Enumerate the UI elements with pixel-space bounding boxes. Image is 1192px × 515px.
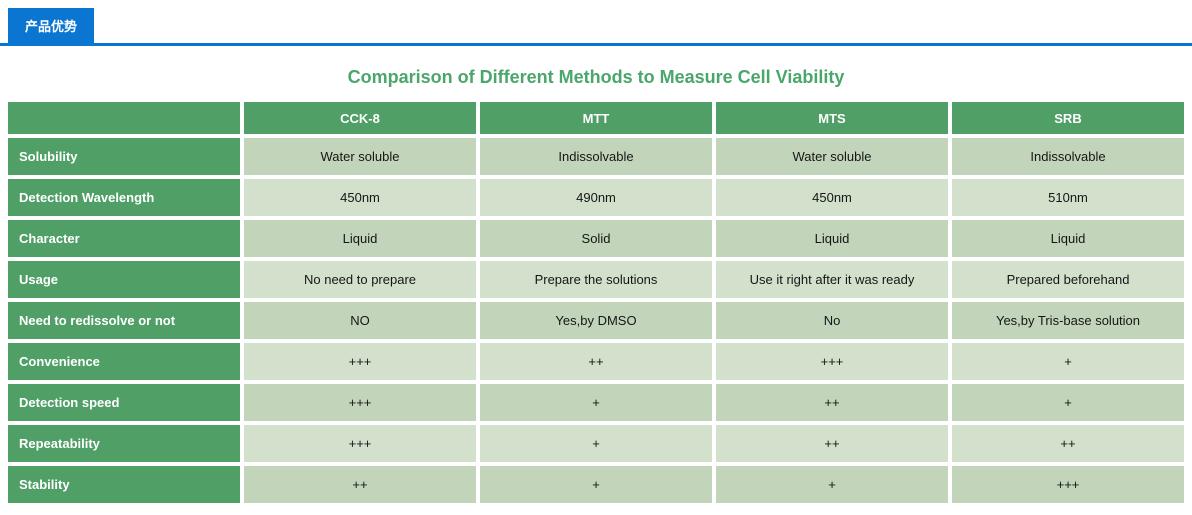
table-cell: +: [716, 466, 948, 503]
row-label: Repeatability: [8, 425, 240, 462]
table-body: Solubility Water soluble Indissolvable Wate…: [8, 138, 1184, 503]
row-label: Usage: [8, 261, 240, 298]
comparison-table: CCK-8 MTT MTS SRB Solubility Water solubl…: [4, 98, 1188, 507]
table-cell: Solid: [480, 220, 712, 257]
row-label: Detection speed: [8, 384, 240, 421]
table-cell: +: [480, 425, 712, 462]
table-row: Convenience +++ ++ +++ +: [8, 343, 1184, 380]
table-cell: +++: [952, 466, 1184, 503]
table-cell: +: [952, 384, 1184, 421]
table-cell: Indissolvable: [480, 138, 712, 175]
row-label: Need to redissolve or not: [8, 302, 240, 339]
page-title: Comparison of Different Methods to Measu…: [347, 67, 845, 87]
table-cell: Indissolvable: [952, 138, 1184, 175]
column-header-mtt: MTT: [480, 102, 712, 134]
column-header-srb: SRB: [952, 102, 1184, 134]
table-row: Character Liquid Solid Liquid Liquid: [8, 220, 1184, 257]
table-cell: NO: [244, 302, 476, 339]
table-row: Usage No need to prepare Prepare the solut…: [8, 261, 1184, 298]
table-cell: +: [952, 343, 1184, 380]
table-row: Need to redissolve or not NO Yes,by DMSO No…: [8, 302, 1184, 339]
table-cell: Liquid: [952, 220, 1184, 257]
table-header: CCK-8 MTT MTS SRB: [8, 102, 1184, 134]
table-cell: +++: [244, 343, 476, 380]
table-cell: No need to prepare: [244, 261, 476, 298]
table-row: Stability ++ + + +++: [8, 466, 1184, 503]
row-label: Solubility: [8, 138, 240, 175]
table-cell: +: [480, 384, 712, 421]
table-cell: +++: [244, 425, 476, 462]
header-row: CCK-8 MTT MTS SRB: [8, 102, 1184, 134]
table-cell: Yes,by Tris-base solution: [952, 302, 1184, 339]
table-cell: Liquid: [716, 220, 948, 257]
column-header-blank: [8, 102, 240, 134]
table-cell: Water soluble: [716, 138, 948, 175]
row-label: Stability: [8, 466, 240, 503]
table-cell: No: [716, 302, 948, 339]
table-cell: 510nm: [952, 179, 1184, 216]
table-row: Detection speed +++ + ++ +: [8, 384, 1184, 421]
row-label: Convenience: [8, 343, 240, 380]
table-cell: Water soluble: [244, 138, 476, 175]
table-cell: +++: [716, 343, 948, 380]
table-cell: +: [480, 466, 712, 503]
table-cell: Prepared beforehand: [952, 261, 1184, 298]
row-label: Character: [8, 220, 240, 257]
table-cell: +++: [244, 384, 476, 421]
column-header-mts: MTS: [716, 102, 948, 134]
table-cell: 490nm: [480, 179, 712, 216]
tab-product-advantages[interactable]: 产品优势: [8, 8, 95, 43]
table-cell: ++: [952, 425, 1184, 462]
table-cell: ++: [480, 343, 712, 380]
table-cell: 450nm: [716, 179, 948, 216]
table-cell: Use it right after it was ready: [716, 261, 948, 298]
table-row: Solubility Water soluble Indissolvable Wate…: [8, 138, 1184, 175]
column-header-cck8: CCK-8: [244, 102, 476, 134]
table-row: Repeatability +++ + ++ ++: [8, 425, 1184, 462]
table-cell: 450nm: [244, 179, 476, 216]
tab-bar: 产品优势: [0, 0, 1192, 46]
table-cell: ++: [716, 425, 948, 462]
table-row: Detection Wavelength 450nm 490nm 450nm 510nm: [8, 179, 1184, 216]
table-cell: ++: [716, 384, 948, 421]
row-label: Detection Wavelength: [8, 179, 240, 216]
table-cell: Liquid: [244, 220, 476, 257]
table-cell: ++: [244, 466, 476, 503]
table-cell: Yes,by DMSO: [480, 302, 712, 339]
table-cell: Prepare the solutions: [480, 261, 712, 298]
